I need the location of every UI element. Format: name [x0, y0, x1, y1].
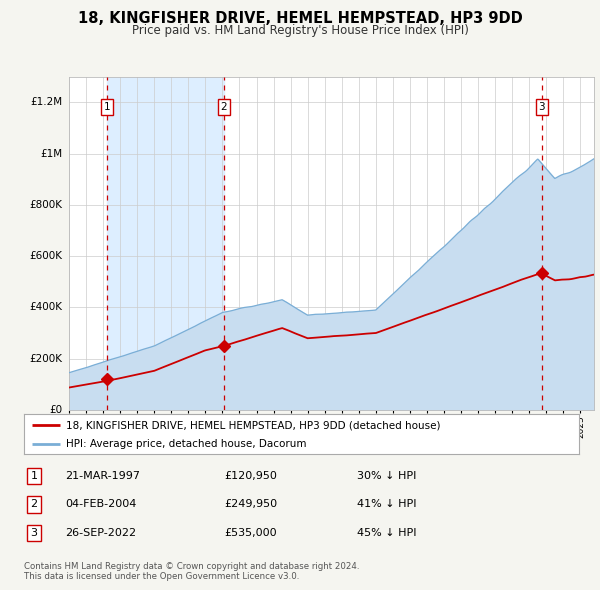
Text: 45% ↓ HPI: 45% ↓ HPI — [357, 528, 416, 537]
Text: Price paid vs. HM Land Registry's House Price Index (HPI): Price paid vs. HM Land Registry's House … — [131, 24, 469, 37]
Text: 3: 3 — [31, 528, 37, 537]
Text: 26-SEP-2022: 26-SEP-2022 — [65, 528, 137, 537]
Text: 3: 3 — [539, 101, 545, 112]
Text: 2: 2 — [221, 101, 227, 112]
Text: 04-FEB-2004: 04-FEB-2004 — [65, 500, 137, 509]
Text: £249,950: £249,950 — [224, 500, 277, 509]
Text: 1: 1 — [31, 471, 37, 481]
Text: 41% ↓ HPI: 41% ↓ HPI — [357, 500, 416, 509]
Text: £1.2M: £1.2M — [31, 97, 63, 107]
Text: £600K: £600K — [30, 251, 63, 261]
Text: £200K: £200K — [30, 354, 63, 364]
Bar — [107, 77, 224, 410]
Text: 1: 1 — [104, 101, 110, 112]
Text: 18, KINGFISHER DRIVE, HEMEL HEMPSTEAD, HP3 9DD (detached house): 18, KINGFISHER DRIVE, HEMEL HEMPSTEAD, H… — [65, 420, 440, 430]
Text: £535,000: £535,000 — [224, 528, 277, 537]
Text: 30% ↓ HPI: 30% ↓ HPI — [357, 471, 416, 481]
Text: £800K: £800K — [30, 200, 63, 210]
Text: £0: £0 — [50, 405, 63, 415]
Text: £120,950: £120,950 — [224, 471, 277, 481]
Text: Contains HM Land Registry data © Crown copyright and database right 2024.
This d: Contains HM Land Registry data © Crown c… — [24, 562, 359, 581]
Text: HPI: Average price, detached house, Dacorum: HPI: Average price, detached house, Daco… — [65, 440, 306, 449]
Text: 21-MAR-1997: 21-MAR-1997 — [65, 471, 140, 481]
Text: 18, KINGFISHER DRIVE, HEMEL HEMPSTEAD, HP3 9DD: 18, KINGFISHER DRIVE, HEMEL HEMPSTEAD, H… — [77, 11, 523, 25]
Text: 2: 2 — [31, 500, 38, 509]
Text: £400K: £400K — [30, 303, 63, 313]
Text: £1M: £1M — [41, 149, 63, 159]
